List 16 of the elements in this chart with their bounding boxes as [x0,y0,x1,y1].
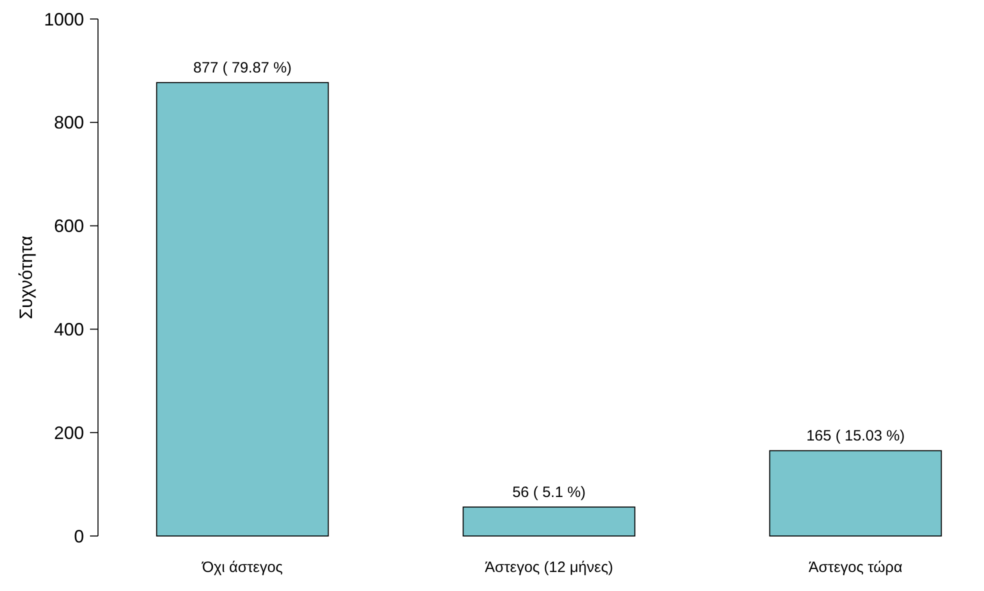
data-label: 165 ( 15.03 %) [806,428,905,445]
data-label: 877 ( 79.87 %) [193,60,292,77]
x-tick-label: Όχι άστεγος [201,559,283,576]
y-tick-label: 600 [54,216,84,236]
bar [156,82,329,536]
bar [769,450,942,536]
y-tick-label: 200 [54,422,84,443]
x-tick-label: Άστεγος τώρα [808,559,903,576]
x-tick-label: Άστεγος (12 μήνες) [484,559,614,576]
y-tick-label: 800 [54,112,84,133]
y-tick-label: 400 [54,320,84,340]
y-tick-label: 1000 [44,9,84,30]
y-tick-label: 0 [74,526,84,546]
data-label: 56 ( 5.1 %) [512,484,586,502]
bar [462,506,636,536]
y-axis-title: Συχνότητα [16,236,36,320]
